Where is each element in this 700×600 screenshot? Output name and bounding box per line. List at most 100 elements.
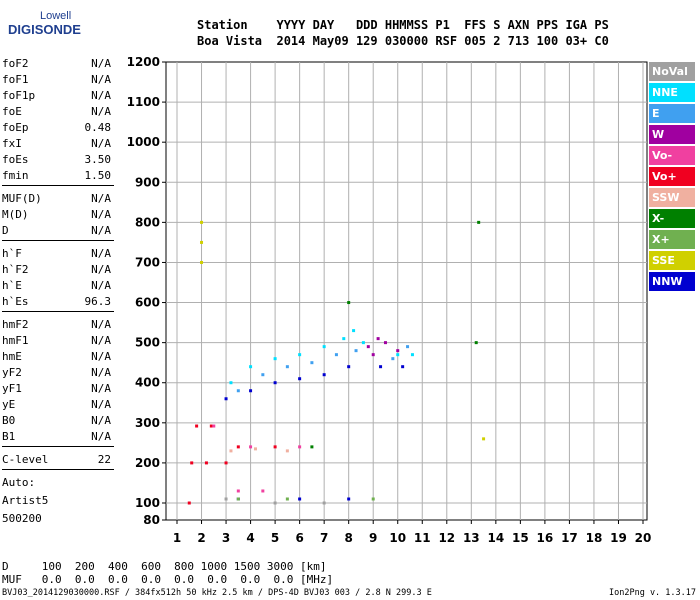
param-separator <box>2 469 114 474</box>
param-label: hmE <box>2 350 22 363</box>
data-point <box>354 349 358 353</box>
data-point <box>401 365 405 369</box>
param-label: M(D) <box>2 208 29 221</box>
data-point <box>273 357 277 361</box>
param-label: foEp <box>2 121 29 134</box>
data-point <box>383 341 387 345</box>
param-row: yE N/A <box>2 396 114 412</box>
data-point <box>406 345 410 349</box>
y-tick-label: 600 <box>135 296 160 310</box>
data-point <box>273 381 277 385</box>
param-value: N/A <box>91 382 111 395</box>
data-point <box>249 365 253 369</box>
data-point <box>371 497 375 501</box>
param-value: 0.48 <box>84 121 112 134</box>
param-row: hmF2 N/A <box>2 316 114 332</box>
data-point <box>285 497 289 501</box>
data-point <box>396 353 400 357</box>
series-noval <box>224 497 326 505</box>
data-point <box>249 445 253 449</box>
legend-item-nnw: NNW <box>649 272 695 291</box>
muf-value-row: MUF 0.0 0.0 0.0 0.0 0.0 0.0 0.0 0.0 [MHz… <box>2 573 334 586</box>
data-point <box>352 329 356 333</box>
data-point <box>229 381 233 385</box>
param-row: yF2 N/A <box>2 364 114 380</box>
param-text: Auto: <box>2 476 36 489</box>
param-value: 22 <box>97 453 111 466</box>
param-label: MUF(D) <box>2 192 42 205</box>
x-tick-label: 15 <box>512 531 529 545</box>
x-tick-label: 8 <box>345 531 353 545</box>
data-point <box>261 373 265 377</box>
legend-item-ssw: SSW <box>649 188 695 207</box>
y-tick-label: 900 <box>135 175 160 189</box>
data-point <box>236 389 240 393</box>
param-row: fmin 1.50 <box>2 167 114 183</box>
series-vo- <box>212 424 302 493</box>
x-tick-label: 14 <box>487 531 504 545</box>
data-point <box>200 220 204 224</box>
data-point <box>342 337 346 341</box>
param-label: h`F2 <box>2 263 29 276</box>
param-value: N/A <box>91 224 111 237</box>
data-point <box>396 349 400 353</box>
data-point <box>224 497 228 501</box>
data-point <box>477 220 481 224</box>
param-label: hmF1 <box>2 334 29 347</box>
param-value: 96.3 <box>84 295 112 308</box>
param-label: B1 <box>2 430 16 443</box>
param-label: yE <box>2 398 16 411</box>
direction-legend: NoVal NNE E W Vo- Vo+ SSW X- X+ SSE NNW <box>649 62 695 293</box>
param-value: N/A <box>91 137 111 150</box>
x-tick-label: 12 <box>438 531 455 545</box>
legend-item-w: W <box>649 125 695 144</box>
logo-lowell: Lowell <box>40 10 72 22</box>
data-point <box>310 445 314 449</box>
param-row: h`E N/A <box>2 277 114 293</box>
param-label: foF2 <box>2 57 29 70</box>
data-point <box>347 301 351 305</box>
data-point <box>310 361 314 365</box>
y-tick-label: 1200 <box>127 55 160 69</box>
data-point <box>236 497 240 501</box>
param-label: foE <box>2 105 22 118</box>
param-value: N/A <box>91 247 111 260</box>
param-row: foEp 0.48 <box>2 119 114 135</box>
param-value: N/A <box>91 414 111 427</box>
y-tick-label: 100 <box>135 496 160 510</box>
param-row: M(D) N/A <box>2 206 114 222</box>
data-point <box>410 353 414 357</box>
series-sse <box>200 220 486 441</box>
param-value: N/A <box>91 430 111 443</box>
param-value: N/A <box>91 73 111 86</box>
param-value: 3.50 <box>84 153 112 166</box>
param-text: Artist5 <box>2 494 49 507</box>
y-tick-label: 200 <box>135 456 160 470</box>
data-point <box>229 449 233 453</box>
data-point <box>482 437 486 441</box>
data-point <box>391 357 395 361</box>
x-tick-label: 5 <box>271 531 279 545</box>
legend-item-vo-: Vo+ <box>649 167 695 186</box>
legend-item-x-: X- <box>649 209 695 228</box>
logo-digisonde: DIGISONDE <box>8 22 81 37</box>
series-x- <box>236 497 375 501</box>
param-row: fxI N/A <box>2 135 114 151</box>
data-point <box>379 365 383 369</box>
data-point <box>200 240 204 244</box>
param-row: D N/A <box>2 222 114 238</box>
data-point <box>371 353 375 357</box>
data-point <box>298 497 302 501</box>
param-separator <box>2 185 114 190</box>
data-point <box>347 497 351 501</box>
param-label: foF1 <box>2 73 29 86</box>
data-point <box>249 389 253 393</box>
y-tick-label: 400 <box>135 376 160 390</box>
muf-distance-row: D 100 200 400 600 800 1000 1500 3000 [km… <box>2 560 327 573</box>
param-label: h`F <box>2 247 22 260</box>
param-value: N/A <box>91 279 111 292</box>
param-separator <box>2 446 114 451</box>
y-tick-label: 1100 <box>127 95 160 109</box>
param-row: foEs 3.50 <box>2 151 114 167</box>
plot-frame <box>165 61 648 521</box>
